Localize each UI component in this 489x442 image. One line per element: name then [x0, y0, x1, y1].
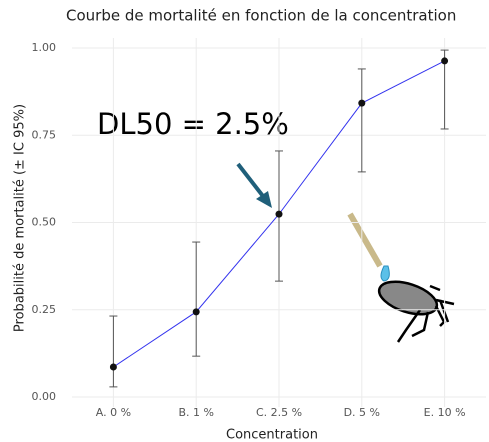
y-tick-label: 0.00	[32, 390, 57, 403]
x-tick-label: E. 10 %	[424, 406, 466, 419]
annotation: DL50 = 2.5%	[97, 107, 289, 141]
point	[276, 211, 283, 218]
insect-icon	[350, 214, 454, 342]
y-tick-label: 0.75	[32, 128, 57, 141]
point	[441, 57, 448, 64]
chart-title: Courbe de mortalité en fonction de la co…	[66, 7, 456, 25]
y-tick-label: 0.50	[32, 216, 57, 229]
y-tick-label: 1.00	[32, 41, 57, 54]
y-axis-label: Probabilité de mortalité (± IC 95%)	[13, 104, 28, 332]
y-tick-label: 0.25	[32, 303, 57, 316]
x-tick-label: B. 1 %	[178, 406, 214, 419]
x-tick-label: A. 0 %	[96, 406, 131, 419]
arrow-head	[256, 191, 272, 208]
chart: Courbe de mortalité en fonction de la co…	[0, 0, 489, 442]
x-axis-label: Concentration	[226, 428, 318, 442]
point	[110, 363, 117, 370]
point	[193, 308, 200, 315]
point	[358, 100, 365, 107]
arrow	[238, 164, 266, 200]
x-tick-label: C. 2.5 %	[256, 406, 302, 419]
x-tick-label: D. 5 %	[344, 406, 380, 419]
